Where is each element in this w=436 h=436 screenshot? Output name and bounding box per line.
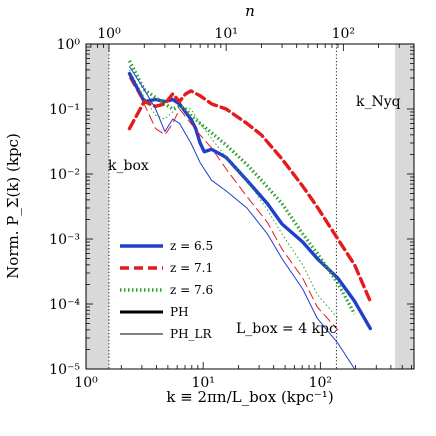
y-tick-label-5: 10⁻⁵: [49, 362, 80, 378]
x-tick-label-0: 10⁰: [74, 375, 98, 391]
top-tick-label-1: 10¹: [214, 26, 237, 42]
top-tick-label-2: 10²: [332, 26, 355, 42]
legend-label-ph-lr: PH_LR: [170, 327, 213, 341]
series-line-5: [129, 69, 339, 319]
y-tick-label-1: 10⁻¹: [49, 102, 80, 118]
series-lines: [127, 60, 372, 369]
legend-label-z71: z = 7.1: [170, 261, 213, 275]
legend-label-z65: z = 6.5: [170, 239, 213, 253]
lbox-annotation: L_box = 4 kpc: [236, 321, 337, 337]
series-line-2: [127, 60, 357, 315]
top-tick-label-0: 10⁰: [97, 26, 121, 42]
legend-label-ph: PH: [170, 305, 189, 319]
x-tick-label-2: 10²: [309, 375, 332, 391]
series-line-3: [129, 66, 356, 369]
kbox-annotation: k_box: [108, 158, 149, 174]
legend-label-z76: z = 7.6: [170, 283, 213, 297]
shaded-region-0: [86, 44, 109, 369]
knyq-annotation: k_Nyq: [356, 94, 401, 110]
y-tick-label-0: 10⁰: [57, 37, 81, 53]
y-tick-label-3: 10⁻³: [49, 232, 80, 248]
shaded-regions: [86, 44, 414, 369]
y-tick-label-2: 10⁻²: [49, 167, 80, 183]
legend: z = 6.5 z = 7.1 z = 7.6 PH PH_LR: [120, 239, 213, 341]
top-axis-label: n: [245, 2, 255, 20]
y-axis-label: Norm. P_Σ(k) (kpc): [4, 133, 22, 279]
x-axis-label: k ≡ 2πn/L_box (kpc⁻¹): [166, 388, 333, 406]
series-line-4: [129, 77, 339, 331]
shaded-region-1: [395, 44, 414, 369]
y-tick-label-4: 10⁻⁴: [49, 297, 80, 313]
plot-frame: [85, 43, 415, 370]
x-tick-label-1: 10¹: [191, 375, 214, 391]
